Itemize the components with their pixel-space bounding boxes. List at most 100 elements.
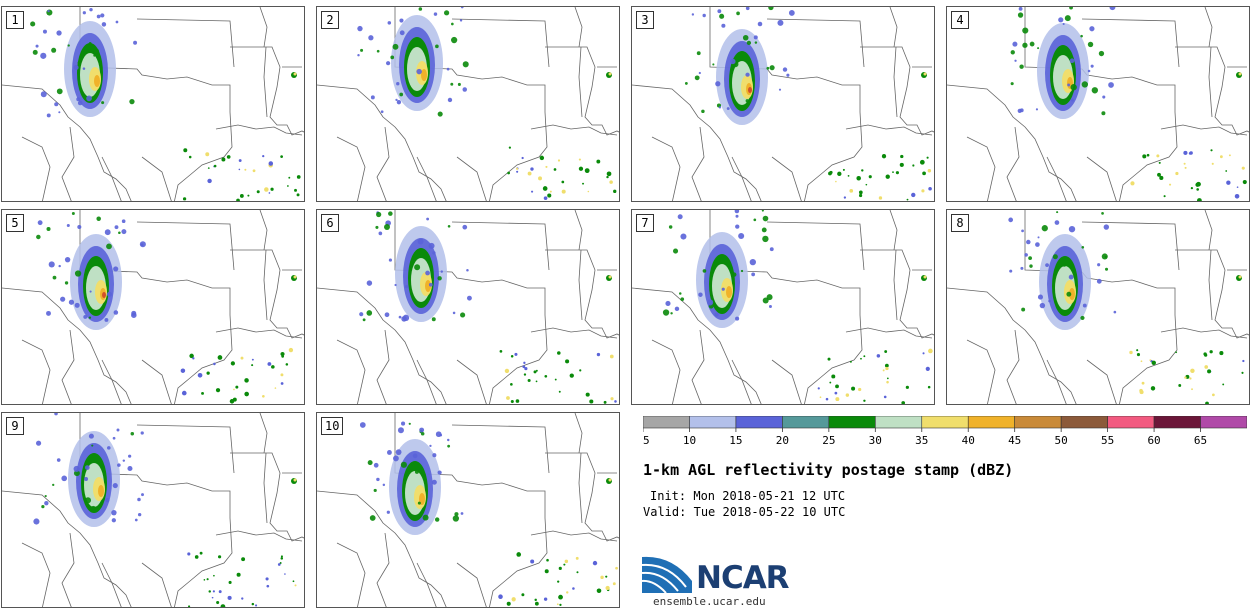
chart-title: 1-km AGL reflectivity postage stamp (dBZ… [643,461,1014,479]
state-border [845,124,933,136]
state-border [416,562,437,607]
state-border [263,452,268,524]
state-border [1204,210,1213,251]
state-border [141,156,172,201]
ensemble-url: ensemble.ucar.edu [653,595,766,608]
state-border [21,136,51,201]
scattered-cells [1008,211,1245,404]
state-border [1204,7,1213,48]
state-border [651,136,681,201]
map-svg [2,7,304,201]
state-border [263,249,268,321]
state-border [530,124,618,136]
reflectivity-colorbar: 5 10 15 20 25 30 35 40 45 50 55 60 65 [643,416,1247,446]
state-border [691,329,705,404]
colorbar-tick-label: 25 [822,434,835,446]
state-border [574,210,583,251]
member-label: 1 [6,11,24,29]
ncar-logo-text: NCAR [696,560,790,596]
state-border [215,530,303,542]
state-border [61,126,75,201]
colorbar-segment [782,416,830,429]
map-svg [317,7,619,201]
colorbar-tick-label: 20 [776,434,789,446]
storm-complex [716,29,768,125]
state-border [416,359,437,404]
colorbar-tick-label: 10 [683,434,696,446]
valid-value: Tue 2018-05-22 10 UTC [693,505,846,519]
state-border [259,7,268,48]
member-panel: 5 [1,209,305,405]
colorbar-segment [875,416,923,429]
storm-complex [1037,23,1089,119]
storm-complex [64,21,116,117]
init-line: Init: Mon 2018-05-21 12 UTC [650,489,845,503]
scattered-cells [1010,7,1247,201]
member-panel: 9 [1,412,305,608]
state-border [731,156,752,201]
state-border [79,210,233,404]
state-border [574,7,583,48]
state-border [230,452,304,542]
state-border [889,210,898,251]
state-border [889,7,898,48]
state-border [101,359,122,404]
state-border [451,424,550,474]
map-svg [317,413,619,607]
state-border [731,359,752,404]
member-label: 3 [636,11,654,29]
state-border [845,327,933,339]
state-border [376,126,390,201]
scattered-cells [359,421,618,606]
state-border [416,156,437,201]
member-panel: 2 [316,6,620,202]
member-panel: 4 [946,6,1250,202]
map-svg [632,210,934,404]
state-border [1208,249,1213,321]
state-border [530,530,618,542]
state-border [574,413,583,454]
state-border [61,329,75,404]
state-border [2,490,132,607]
colorbar-tick-label: 65 [1194,434,1207,446]
state-border [336,136,366,201]
state-border [79,7,233,201]
colorbar-tick-label: 50 [1055,434,1068,446]
scattered-cells [684,7,932,201]
colorbar-tick-label: 35 [915,434,928,446]
map-svg [947,210,1249,404]
state-border [860,249,934,339]
member-label: 7 [636,214,654,232]
scattered-cells [36,211,297,404]
state-border [259,413,268,454]
map-svg [632,7,934,201]
member-label: 10 [321,417,344,435]
state-border [1046,359,1067,404]
state-border [632,287,762,404]
storm-complex [70,234,122,330]
state-border [61,532,75,607]
init-label: Init: [650,489,687,503]
state-border [79,413,233,607]
state-border [1086,359,1117,404]
state-border [263,46,268,118]
state-border [530,327,618,339]
state-border [947,287,1077,404]
state-border [141,562,172,607]
member-label: 6 [321,214,339,232]
state-border [21,542,51,607]
state-border [1160,327,1248,339]
scattered-cells [359,211,617,404]
colorbar-segment [1153,416,1201,429]
state-border [456,359,487,404]
state-border [893,249,898,321]
state-border [1006,329,1020,404]
state-border [1081,18,1180,68]
state-border [1046,156,1067,201]
storm-complex [389,439,441,535]
state-border [136,424,235,474]
state-border [101,562,122,607]
state-border [709,210,863,404]
state-border [376,329,390,404]
colorbar-segment [921,416,969,429]
